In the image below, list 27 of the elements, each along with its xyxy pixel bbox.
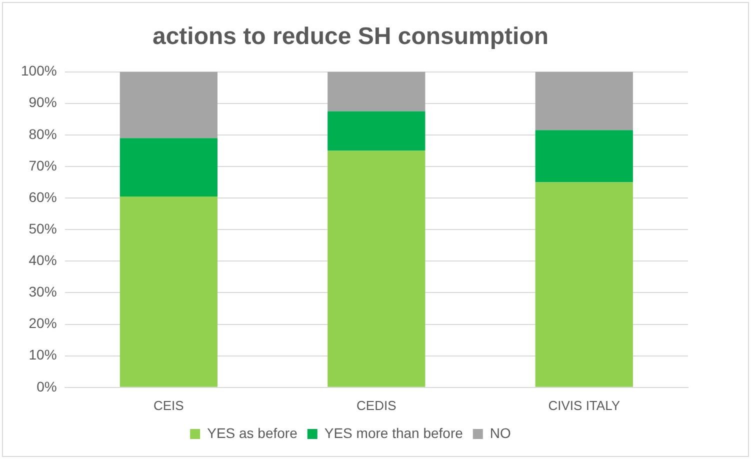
bar [120, 196, 218, 387]
bar [535, 130, 633, 182]
y-tick-label: 90% [28, 94, 57, 110]
y-tick-label: 10% [28, 346, 57, 363]
y-tick-label: 0% [36, 378, 57, 394]
legend-label: YES more than before [324, 424, 464, 441]
bar [328, 111, 426, 151]
y-tick-label: 70% [28, 157, 57, 174]
x-tick-label: CIVIS ITALY [548, 398, 620, 413]
bar [535, 72, 633, 130]
y-tick-label: 40% [28, 252, 57, 268]
x-tick-label: CEDIS [356, 398, 397, 413]
y-tick-label: 30% [28, 284, 57, 300]
bar [120, 72, 218, 138]
y-tick-label: 80% [28, 126, 57, 142]
bar [328, 150, 426, 387]
chart-title: actions to reduce SH consumption [152, 23, 549, 50]
bar [120, 138, 218, 196]
legend-label: YES as before [207, 424, 298, 441]
bar [328, 72, 426, 112]
bar [535, 182, 633, 387]
y-tick-label: 50% [28, 220, 57, 236]
x-tick-label: CEIS [154, 398, 184, 413]
y-tick-label: 60% [28, 188, 57, 205]
legend-label: NO [490, 424, 512, 441]
y-tick-label: 20% [28, 315, 57, 332]
y-tick-label: 100% [20, 62, 57, 79]
